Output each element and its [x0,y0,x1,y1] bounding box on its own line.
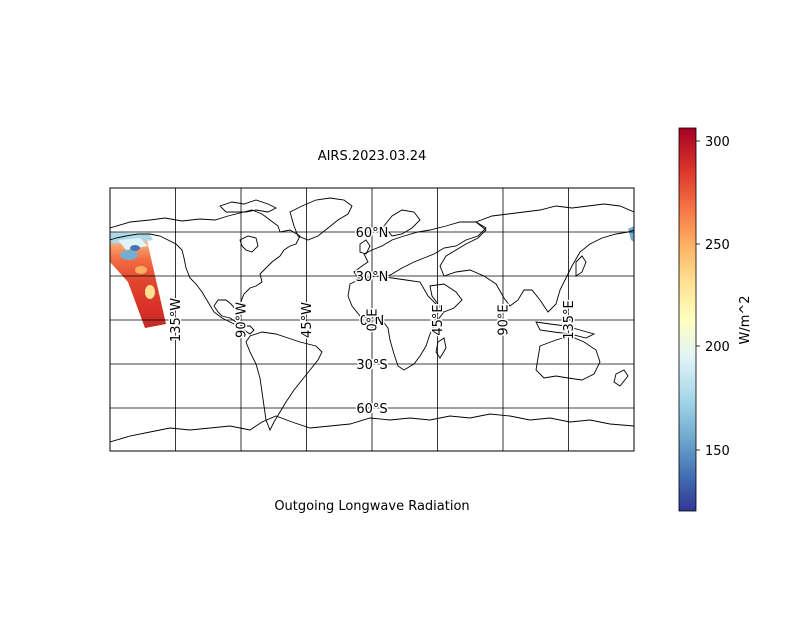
swath-cloud [120,250,138,260]
coast-new-zealand [613,369,629,387]
lat-label-0n: 0°N [360,314,385,329]
lon-label-45e: 45°E [431,304,446,335]
colorbar-label-300: 300 [705,135,730,150]
map-frame [109,187,635,452]
coast-scandinavia [383,209,421,237]
graticule [110,188,634,451]
colorbar-label-150: 150 [705,444,730,459]
coast-greenland [289,197,353,241]
swath-cloud-4 [130,245,140,251]
colorbar-label-200: 200 [705,340,730,355]
lon-label-0e: 0°E [366,309,381,332]
coast-arabia [429,283,463,313]
lat-label-60n: 60°N [356,226,389,241]
coast-indonesia [535,321,596,339]
swath-east-edge [628,226,634,242]
lon-label-90e: 90°E [497,304,512,335]
data-swath [110,226,634,328]
swath-cool-top-2 [118,238,148,250]
coast-asia [439,203,634,313]
colorbar-label-250: 250 [705,238,730,253]
swath-cloud-2 [135,266,147,274]
coast-north-america [110,209,301,335]
lat-label-60s: 60°S [356,402,387,417]
coast-japan [575,255,587,277]
lon-label-90w: 90°W [235,302,250,338]
coast-arctic-isles [219,199,278,213]
lon-label-135w: 135°W [169,298,184,342]
colorbar: 150 200 250 300 W/m^2 [678,127,753,512]
map-xlabel: Outgoing Longwave Radiation [274,499,470,514]
swath-cloud-3 [145,285,155,299]
coast-madagascar [435,337,447,359]
coast-hudson [239,235,259,253]
coast-uk [359,239,371,255]
colorbar-title: W/m^2 [738,295,753,344]
coast-australia [535,335,601,381]
lon-label-45w: 45°W [300,302,315,338]
colorbar-gradient [678,127,697,512]
lat-label-30s: 30°S [356,358,387,373]
lon-label-135e: 135°E [562,300,577,340]
coast-south-america [245,331,323,432]
coast-antarctica [110,413,634,443]
map-title: AIRS.2023.03.24 [317,149,427,164]
colorbar-ticks [696,140,700,451]
lat-label-30n: 30°N [356,270,389,285]
